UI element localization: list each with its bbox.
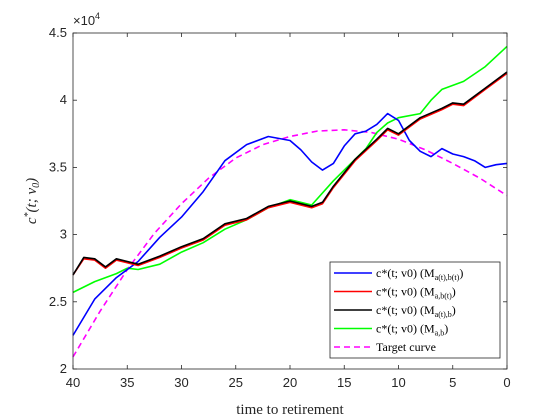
legend: c*(t; v0) (Ma(t),b(t)) c*(t; v0) (Ma,b(t)… bbox=[329, 261, 501, 359]
y-tick-label: 3 bbox=[60, 227, 67, 242]
y-tick-label: 4.5 bbox=[49, 25, 67, 40]
x-tick-label: 40 bbox=[66, 375, 80, 390]
legend-label-2: c*(t; v0) (Ma(t),b) bbox=[376, 303, 456, 319]
y-tick-label: 2.5 bbox=[49, 294, 67, 309]
series-layer bbox=[72, 45, 508, 358]
x-tick-label: 15 bbox=[337, 375, 351, 390]
x-tick-label: 30 bbox=[174, 375, 188, 390]
x-tick-label: 0 bbox=[503, 375, 510, 390]
y-multiplier-base: ×10 bbox=[73, 13, 95, 28]
y-multiplier: ×10 4 bbox=[73, 11, 100, 28]
legend-label-0: c*(t; v0) (Ma(t),b(t)) bbox=[376, 266, 463, 282]
x-axis-label: time to retirement bbox=[236, 402, 344, 418]
x-tick-label: 10 bbox=[391, 375, 405, 390]
series-line-0 bbox=[72, 112, 508, 336]
x-axis: 40 35 30 25 20 15 10 5 0 bbox=[66, 33, 511, 390]
y-multiplier-exponent: 4 bbox=[95, 11, 100, 21]
y-tick-label: 2 bbox=[60, 361, 67, 376]
y-axis-label: c*(t; v0) bbox=[23, 178, 42, 224]
series-line-1 bbox=[72, 72, 508, 276]
y-tick-label: 3.5 bbox=[49, 159, 67, 174]
series-line-4 bbox=[72, 129, 508, 358]
legend-label-1: c*(t; v0) (Ma,b(t)) bbox=[376, 285, 456, 301]
y-axis: 2 2.5 3 3.5 4 4.5 bbox=[49, 25, 507, 376]
series-line-2 bbox=[72, 71, 508, 276]
x-tick-label: 25 bbox=[229, 375, 243, 390]
legend-label-4: Target curve bbox=[376, 340, 436, 354]
x-tick-label: 35 bbox=[120, 375, 134, 390]
x-tick-label: 20 bbox=[283, 375, 297, 390]
series-line-3 bbox=[72, 45, 508, 294]
y-tick-label: 4 bbox=[60, 92, 67, 107]
legend-label-3: c*(t; v0) (Ma,b) bbox=[376, 322, 448, 338]
x-tick-label: 5 bbox=[449, 375, 456, 390]
